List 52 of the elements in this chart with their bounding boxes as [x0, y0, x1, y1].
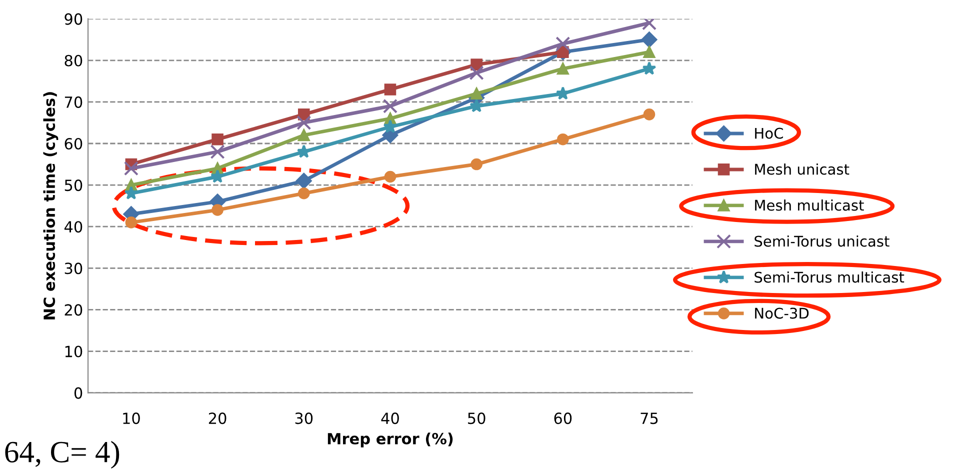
- point: [212, 133, 224, 146]
- point: [557, 62, 569, 75]
- point: [470, 88, 482, 100]
- y-tick-label: 80: [64, 54, 82, 66]
- point: [124, 161, 138, 176]
- point: [642, 61, 656, 75]
- legend-label: NoC-3D: [755, 308, 809, 319]
- point: [470, 98, 484, 112]
- y-tick-label: 30: [64, 262, 82, 274]
- y-tick-label: 70: [64, 96, 82, 108]
- legend-label: Mesh unicast: [755, 163, 850, 175]
- point: [382, 98, 398, 114]
- point: [296, 115, 312, 130]
- x-tick-label: 60: [554, 412, 572, 424]
- x-axis-title: Mrep error (%): [328, 432, 453, 448]
- text: 64, C= 4): [5, 440, 120, 469]
- y-tick-label: 50: [64, 180, 82, 192]
- point: [470, 158, 482, 170]
- legend-label: Semi-Torus multicast: [754, 271, 904, 283]
- point: [557, 133, 569, 146]
- x-tick-label: 30: [295, 412, 313, 424]
- y-tick-label: 10: [65, 346, 82, 358]
- x-tick-label: 75: [640, 412, 658, 424]
- point: [296, 172, 312, 189]
- point: [210, 144, 225, 160]
- point: [296, 144, 311, 158]
- point: [298, 129, 310, 142]
- y-axis-title: NC execution time (cycles): [43, 92, 58, 320]
- x-tick-label: 10: [123, 412, 140, 424]
- x-tick-label: 20: [208, 412, 226, 424]
- legend-label: HoC: [755, 128, 783, 139]
- x-tick-label: 40: [381, 412, 399, 424]
- y-tick-label: 60: [64, 138, 82, 150]
- x-tick-label: 50: [468, 412, 486, 424]
- y-tick-label: 0: [74, 387, 82, 399]
- point: [469, 66, 484, 80]
- point: [383, 120, 398, 133]
- point: [125, 216, 138, 228]
- point: [384, 84, 396, 96]
- y-tick-label: 20: [64, 304, 82, 316]
- y-tick-label: 40: [64, 221, 82, 233]
- y-tick-label: 90: [64, 13, 82, 25]
- point: [124, 186, 138, 200]
- legend-label: Mesh multicast: [755, 199, 864, 211]
- point: [643, 46, 656, 58]
- point: [212, 204, 224, 216]
- point: [643, 108, 656, 120]
- point: [556, 36, 570, 52]
- point: [298, 187, 310, 200]
- point: [641, 32, 658, 48]
- point: [384, 170, 396, 183]
- legend-label: Semi-Torus unicast: [754, 235, 890, 247]
